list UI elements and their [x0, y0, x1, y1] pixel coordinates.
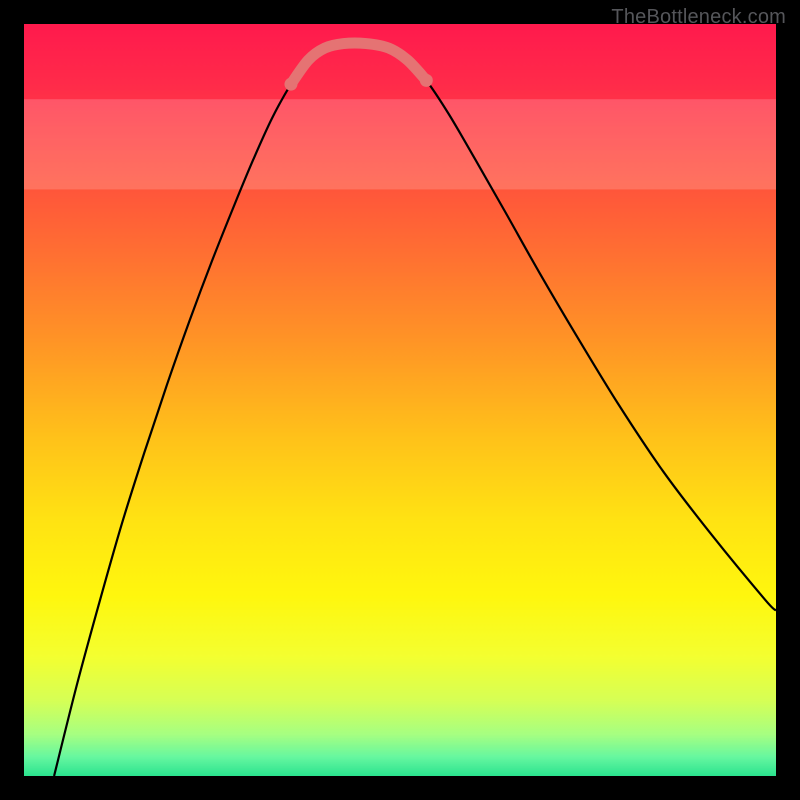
watermark-text: TheBottleneck.com — [611, 6, 786, 29]
chart-container — [24, 24, 776, 776]
gradient-background — [24, 24, 776, 776]
